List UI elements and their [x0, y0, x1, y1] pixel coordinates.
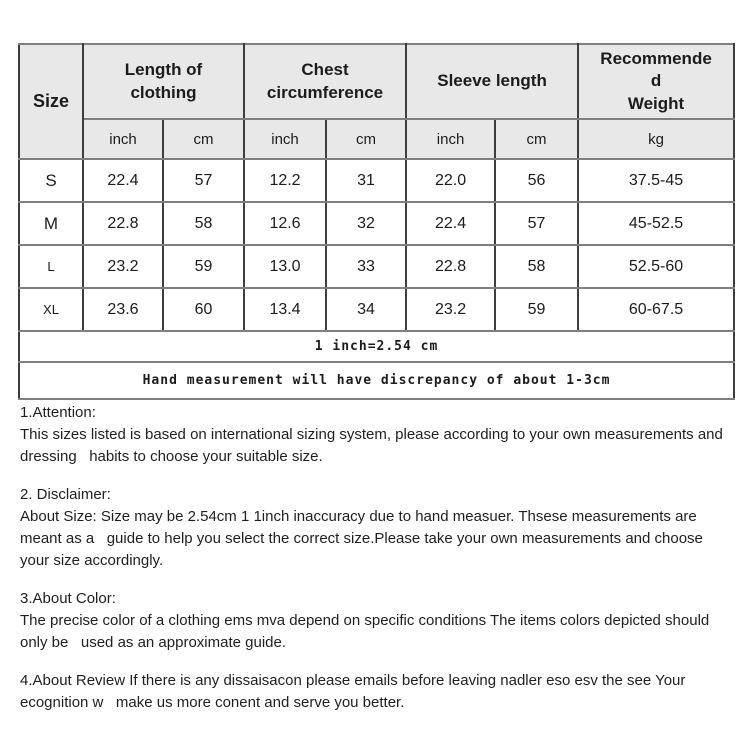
column-header-length-of-clothing: Length of clothing	[81, 43, 246, 120]
column-header-sleeve-length: Sleeve length	[405, 43, 580, 120]
length-inch-value: 22.4	[82, 158, 164, 203]
header-row-units: inch cm inch cm inch cm kg	[19, 118, 736, 160]
section-about-color-heading: 3.About Color:	[20, 590, 116, 607]
table-row-size-xl: XL 23.6 60 13.4 34 23.2 59 60-67.5	[18, 287, 736, 332]
section-about-color: 3.About Color: The precise color of a cl…	[20, 588, 726, 654]
chest-inch-value: 12.2	[243, 158, 328, 203]
unit-header-length-cm: cm	[161, 118, 246, 160]
chest-inch-value: 13.0	[243, 244, 328, 289]
unit-header-sleeve-cm: cm	[494, 118, 580, 160]
weight-kg-value: 45-52.5	[577, 201, 736, 246]
weight-kg-value: 52.5-60	[577, 244, 736, 289]
note-row-hand-measurement: Hand measurement will have discrepancy o…	[17, 361, 736, 400]
length-cm-value: 59	[161, 244, 246, 289]
section-disclaimer-heading: 2. Disclaimer:	[20, 486, 111, 503]
header-row-groups: Size Length of clothing Chest circumfere…	[18, 43, 736, 160]
sleeve-cm-value: 56	[494, 158, 580, 203]
size-label: M	[18, 201, 84, 246]
chest-cm-value: 31	[325, 158, 408, 203]
unit-header-weight-kg: kg	[577, 118, 736, 160]
size-label: L	[18, 244, 84, 289]
sleeve-cm-value: 57	[494, 201, 580, 246]
section-attention: 1.Attention: This sizes listed is based …	[20, 402, 726, 468]
length-inch-value: 23.2	[82, 244, 164, 289]
section-about-color-body: The precise color of a clothing ems mva …	[20, 612, 714, 651]
sleeve-inch-value: 22.4	[405, 201, 497, 246]
info-text-block: 1.Attention: This sizes listed is based …	[20, 402, 726, 730]
length-cm-value: 60	[161, 287, 246, 332]
section-disclaimer: 2. Disclaimer: About Size: Size may be 2…	[20, 484, 726, 572]
chest-inch-value: 13.4	[243, 287, 328, 332]
unit-header-length-inch: inch	[82, 118, 164, 160]
column-header-size: Size	[18, 43, 84, 160]
column-header-chest-circumference: Chest circumference	[243, 43, 408, 120]
sleeve-inch-value: 22.0	[405, 158, 497, 203]
column-header-recommended-weight: Recommende d Weight	[577, 43, 736, 120]
unit-header-chest-inch: inch	[243, 118, 328, 160]
sleeve-inch-value: 23.2	[405, 287, 497, 332]
sleeve-inch-value: 22.8	[405, 244, 497, 289]
note-row-inch-conversion: 1 inch=2.54 cm	[17, 330, 736, 363]
length-cm-value: 57	[161, 158, 246, 203]
weight-kg-value: 60-67.5	[577, 287, 736, 332]
chest-cm-value: 34	[325, 287, 408, 332]
length-inch-value: 22.8	[82, 201, 164, 246]
section-disclaimer-body: About Size: Size may be 2.54cm 1 1inch i…	[20, 508, 708, 569]
hand-measurement-note: Hand measurement will have discrepancy o…	[17, 361, 736, 400]
table-row-size-s: S 22.4 57 12.2 31 22.0 56 37.5-45	[18, 158, 736, 203]
section-attention-heading: 1.Attention:	[20, 404, 96, 421]
size-label: XL	[18, 287, 84, 332]
sleeve-cm-value: 59	[494, 287, 580, 332]
length-inch-value: 23.6	[82, 287, 164, 332]
table-row-size-m: M 22.8 58 12.6 32 22.4 57 45-52.5	[18, 201, 736, 246]
section-attention-body: This sizes listed is based on internatio…	[20, 426, 728, 465]
unit-header-chest-cm: cm	[325, 118, 408, 160]
size-label: S	[18, 158, 84, 203]
chest-cm-value: 32	[325, 201, 408, 246]
section-about-review: 4.About Review If there is any dissaisac…	[20, 670, 726, 714]
chest-inch-value: 12.6	[243, 201, 328, 246]
inch-conversion-note: 1 inch=2.54 cm	[17, 330, 736, 363]
length-cm-value: 58	[161, 201, 246, 246]
chest-cm-value: 33	[325, 244, 408, 289]
weight-kg-value: 37.5-45	[577, 158, 736, 203]
unit-header-sleeve-inch: inch	[405, 118, 497, 160]
size-chart-table: Size Length of clothing Chest circumfere…	[17, 43, 736, 400]
sleeve-cm-value: 58	[494, 244, 580, 289]
section-about-review-body: 4.About Review If there is any dissaisac…	[20, 672, 690, 711]
table-row-size-l: L 23.2 59 13.0 33 22.8 58 52.5-60	[18, 244, 736, 289]
